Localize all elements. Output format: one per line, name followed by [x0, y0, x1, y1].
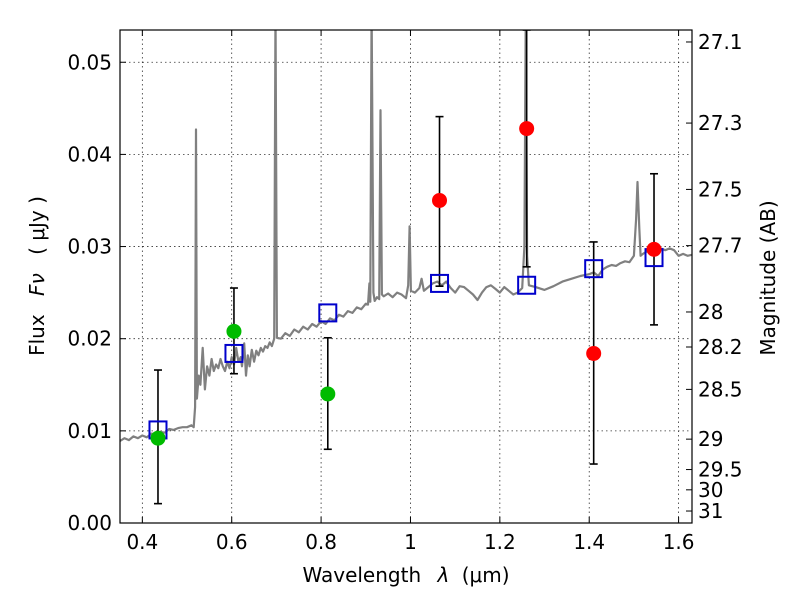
x-tick-label: 0.8 [305, 530, 337, 554]
x-tick-label: 0.4 [126, 530, 158, 554]
plot-area [120, 30, 692, 505]
y-tick-label: 0.04 [67, 142, 112, 166]
x-tick-label: 1 [404, 530, 417, 554]
y2-tick-label: 31 [698, 499, 723, 523]
y2-tick-label: 27.5 [698, 177, 743, 201]
observed-point-red [586, 345, 602, 361]
y-tick-label: 0.03 [67, 235, 112, 259]
x-tick-label: 1.2 [484, 530, 516, 554]
observed-point-red [646, 241, 662, 257]
y-axis-unit: ( μJy ) [25, 196, 49, 255]
y2-tick-label: 27.3 [698, 111, 743, 135]
y2-axis-title: Magnitude (AB) [756, 200, 780, 355]
model-spectrum-line [120, 30, 692, 442]
y2-tick-label: 29 [698, 427, 723, 451]
y-axis-title: Flux Fν ( μJy ) [25, 196, 49, 356]
y2-tick-label: 28 [698, 300, 723, 324]
y2-tick-label: 28.2 [698, 335, 743, 359]
observed-point-red [432, 192, 448, 208]
y2-tick-label: 27.7 [698, 234, 743, 258]
y-tick-label: 0.00 [67, 511, 112, 535]
y-tick-label: 0.02 [67, 327, 112, 351]
axis-layer: 0.4 0.6 0.8 1 1.2 1.4 1.6 0.00 0.01 0.02 0.03 0.04 0… [67, 30, 742, 554]
model-photometry-box [517, 275, 537, 295]
x-axis-title: Wavelength λ (μm) [302, 563, 509, 587]
x-tick-label: 1.6 [663, 530, 695, 554]
y-axis-symbol: Fν [25, 273, 49, 296]
y-tick-label: 0.05 [67, 50, 112, 74]
x-axis-label: Wavelength [302, 563, 421, 587]
y2-tick-label: 29.5 [698, 458, 743, 482]
x-tick-label: 0.6 [216, 530, 248, 554]
model-photometry-box [318, 303, 338, 323]
y2-tick-label: 28.5 [698, 377, 743, 401]
observed-point-green [226, 323, 242, 339]
y-tick-label: 0.01 [67, 419, 112, 443]
observed-point-green [320, 386, 336, 402]
observed-point-green [150, 430, 166, 446]
y2-tick-label: 27.1 [698, 30, 743, 54]
x-axis-unit: (μm) [462, 563, 510, 587]
x-axis-symbol: λ [437, 563, 450, 587]
x-tick-label: 1.4 [573, 530, 605, 554]
grid-layer [120, 30, 692, 524]
y2-tick-label: 30 [698, 478, 723, 502]
y-axis-label: Flux [25, 314, 49, 356]
model-photometry-box [224, 343, 244, 363]
model-photometry-box [430, 273, 450, 293]
plot-frame [119, 29, 693, 524]
observed-point-red [519, 121, 535, 137]
model-photometry-box [584, 259, 604, 279]
